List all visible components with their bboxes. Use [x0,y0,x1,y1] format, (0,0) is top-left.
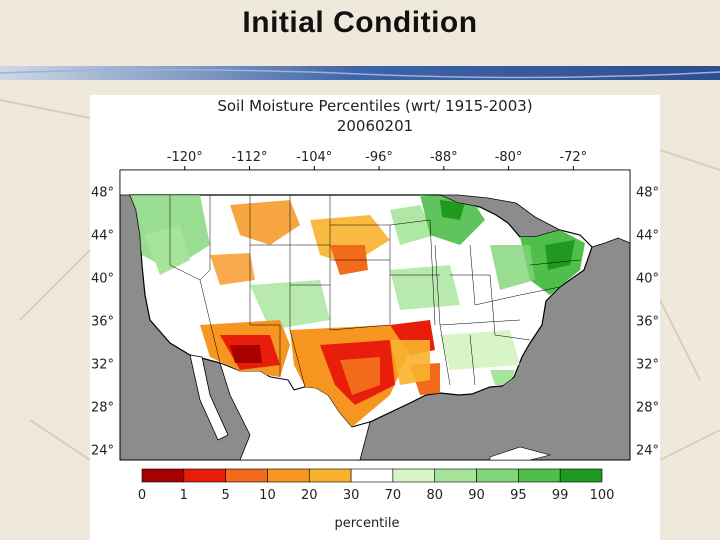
legend-swatch [141,468,185,483]
latitude-label-left: 40° [91,271,114,286]
legend-tick-label: 5 [221,488,229,503]
legend-tick-label: 70 [385,488,402,503]
longitude-labels: -120° -112° -104° -96° -88° -80° -72° [167,150,587,170]
latitude-label-left: 48° [91,185,114,200]
latitude-label-right: 24° [636,443,659,458]
latitude-labels-right: 48° 44° 40° 36° 32° 28° 24° [636,185,659,458]
legend-tick-label: 95 [510,488,527,503]
latitude-label-left: 24° [91,443,114,458]
legend-tick-label: 30 [343,488,360,503]
latitude-label-right: 32° [636,357,659,372]
map-canvas: -120° -112° -104° -96° -88° -80° -72° 48° 44° 40… [91,150,659,531]
legend-tick-label: 80 [426,488,443,503]
latitude-label-left: 32° [91,357,114,372]
latitude-label-left: 44° [91,228,114,243]
legend-swatch [308,468,352,483]
slide-title: Initial Condition [242,6,478,39]
longitude-label: -88° [430,150,458,165]
legend-tick-label: 100 [590,488,615,503]
longitude-label: -104° [296,150,332,165]
latitude-labels-left: 48° 44° 40° 36° 32° 28° 24° [91,185,114,458]
legend-tick-label: 10 [259,488,276,503]
cuba-land [489,446,552,461]
longitude-label: -120° [167,150,203,165]
legend-swatch [518,468,561,483]
legend-swatch [434,468,477,483]
legend-swatch [559,468,603,483]
legend-swatch [476,468,519,483]
legend-swatch [392,468,436,483]
figure-title: Soil Moisture Percentiles (wrt/ 1915-200… [217,97,533,115]
percentile-legend: 0 1 5 10 20 30 70 80 90 95 99 100 percentile [138,468,615,531]
legend-label: percentile [334,516,399,531]
figure-date: 20060201 [336,117,414,135]
legend-swatch [183,468,226,483]
latitude-label-right: 44° [636,228,659,243]
legend-swatch [350,468,394,483]
legend-tick-label: 99 [552,488,569,503]
legend-swatch [267,468,310,483]
legend-tick-label: 90 [468,488,485,503]
state-borders [169,195,581,388]
latitude-label-left: 28° [91,400,114,415]
latitude-label-right: 28° [636,400,659,415]
longitude-label: -80° [495,150,523,165]
legend-tick-label: 0 [138,488,146,503]
latitude-label-right: 36° [636,314,659,329]
legend-tick-label: 20 [301,488,318,503]
latitude-label-right: 48° [636,185,659,200]
baja-land [189,354,229,441]
latitude-label-left: 36° [91,314,114,329]
longitude-label: -112° [232,150,268,165]
latitude-label-right: 40° [636,271,659,286]
legend-tick-label: 1 [180,488,188,503]
moisture-field [130,195,585,427]
soil-moisture-figure: Soil Moisture Percentiles (wrt/ 1915-200… [90,95,660,540]
longitude-label: -72° [559,150,587,165]
legend-swatch [225,468,268,483]
longitude-label: -96° [365,150,393,165]
header-stripe [0,66,720,80]
